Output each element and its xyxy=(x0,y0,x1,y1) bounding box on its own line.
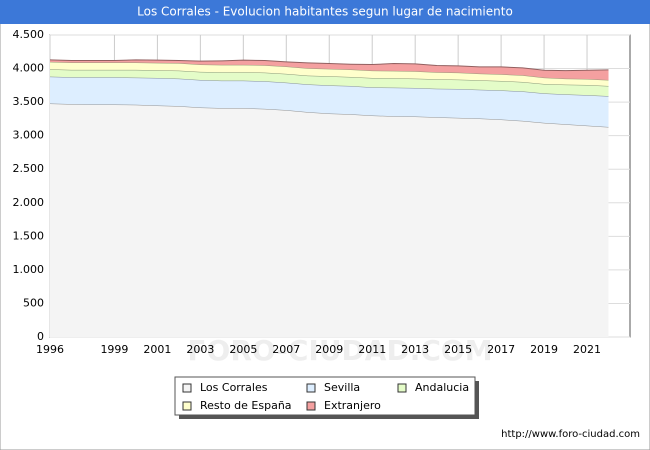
x-tick-label: 2009 xyxy=(315,343,343,356)
y-tick-label: 3.000 xyxy=(13,129,45,142)
x-tick-label: 2015 xyxy=(444,343,472,356)
area-edge xyxy=(49,59,609,72)
x-tick-label: 1996 xyxy=(36,343,64,356)
y-tick-label: 4.500 xyxy=(13,28,45,41)
x-tick-label: 2021 xyxy=(573,343,601,356)
x-tick-label: 2005 xyxy=(229,343,257,356)
area xyxy=(50,61,609,87)
areas xyxy=(49,59,609,337)
x-tick-label: 1999 xyxy=(100,343,128,356)
legend-swatch xyxy=(182,383,192,393)
legend-label: Resto de España xyxy=(200,399,292,412)
legend-label: Extranjero xyxy=(324,399,381,412)
y-tick-label: 4.000 xyxy=(13,62,45,75)
y-tick-label: 3.500 xyxy=(13,95,45,108)
ticks: 0 500 1.000 1.500 2.000 2.500 3.000 3.500 4.000 4… xyxy=(13,28,602,356)
y-tick-label: 1.500 xyxy=(13,229,45,242)
legend-label: Andalucia xyxy=(415,381,469,394)
x-tick-label: 2003 xyxy=(186,343,214,356)
area xyxy=(50,69,609,97)
legend-swatch xyxy=(306,383,316,393)
legend-entries: Los Corrales Sevilla Andalucia Resto de Esp… xyxy=(182,381,469,412)
watermark: FORO-CIUDAD.COM xyxy=(187,334,492,367)
area xyxy=(50,76,609,127)
x-tick-label: 2007 xyxy=(272,343,300,356)
x-tick-label: 2019 xyxy=(530,343,558,356)
y-tick-label: 500 xyxy=(23,296,44,309)
y-tick-label: 2.000 xyxy=(13,196,45,209)
legend-label: Los Corrales xyxy=(200,381,268,394)
legend-label: Sevilla xyxy=(324,381,360,394)
x-tick-label: 2017 xyxy=(487,343,515,356)
y-tick-label: 1.000 xyxy=(13,263,45,276)
legend-swatch xyxy=(306,401,316,411)
y-tick-label: 0 xyxy=(37,330,44,343)
legend-swatch xyxy=(397,383,407,393)
x-tick-label: 2011 xyxy=(358,343,386,356)
y-tick-label: 2.500 xyxy=(13,162,45,175)
legend xyxy=(174,376,476,416)
source: http://www.foro-ciudad.com xyxy=(501,429,640,440)
x-tick-label: 2001 xyxy=(143,343,171,356)
area xyxy=(50,103,609,337)
x-tick-label: 2013 xyxy=(401,343,429,356)
chart-title: Los Corrales - Evolucion habitantes segu… xyxy=(137,5,513,19)
legend-swatch xyxy=(182,401,192,411)
title-bar xyxy=(0,0,650,24)
